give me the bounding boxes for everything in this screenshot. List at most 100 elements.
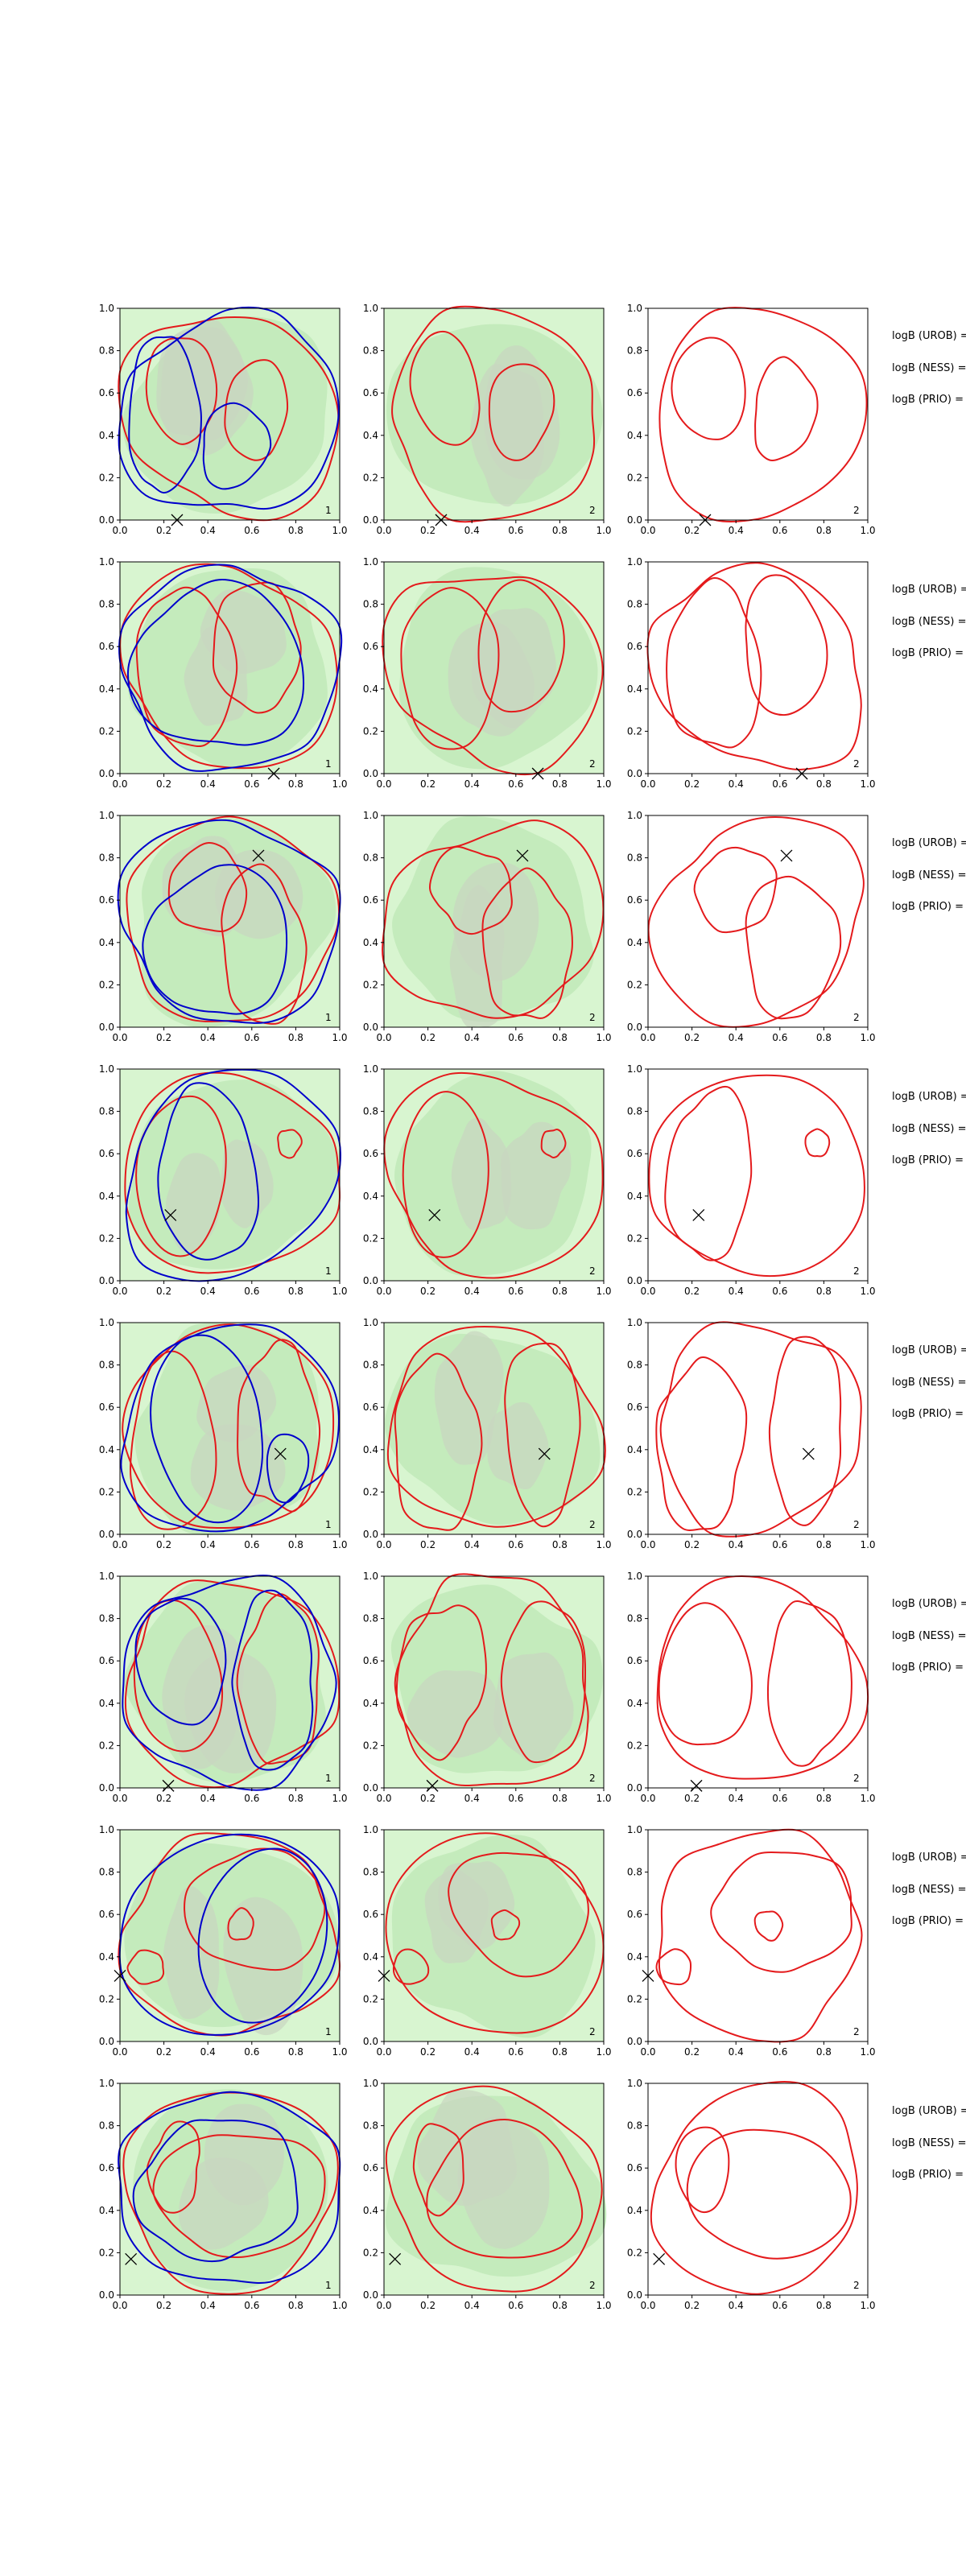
- x-tick-label: 0.0: [640, 1539, 655, 1550]
- y-tick-label: 0.2: [363, 1486, 378, 1497]
- x-tick-label: 0.2: [420, 778, 436, 790]
- x-tick-label: 0.2: [156, 778, 171, 790]
- row-label: logB (PRIO) =: [892, 1662, 964, 1674]
- x-tick-label: 0.2: [156, 2300, 171, 2311]
- panel-r6-c3: 0.00.00.20.20.40.40.60.60.80.81.01.02: [627, 1571, 876, 1804]
- cross-marker: [389, 2252, 402, 2265]
- y-tick-label: 0.4: [99, 1951, 114, 1963]
- red-contour: [754, 356, 819, 461]
- x-tick-label: 0.2: [684, 2300, 700, 2311]
- axes-frame: [383, 1322, 605, 1535]
- y-tick-label: 0.4: [99, 937, 114, 948]
- blue-contour: [231, 1589, 314, 1771]
- red-contour: [804, 1128, 831, 1158]
- x-tick-label: 0.8: [552, 1032, 568, 1043]
- cross-marker: [274, 1447, 287, 1460]
- panel-r2-c1: 0.00.00.20.20.40.40.60.60.80.81.01.01: [99, 556, 348, 790]
- y-tick-label: 0.2: [627, 979, 642, 990]
- x-tick-label: 1.0: [860, 778, 875, 790]
- y-tick-label: 0.6: [627, 387, 642, 398]
- y-tick-label: 0.8: [363, 2120, 378, 2132]
- x-tick-label: 1.0: [596, 2046, 611, 2058]
- x-tick-label: 0.4: [729, 1032, 744, 1043]
- red-contour: [693, 846, 778, 934]
- y-tick-label: 0.2: [627, 472, 642, 483]
- row-label: logB (UROB) =: [892, 2105, 966, 2117]
- axes-frame: [647, 1829, 869, 2042]
- y-tick-label: 1.0: [99, 303, 114, 314]
- axes-frame: [647, 561, 869, 774]
- y-tick-label: 0.0: [363, 2289, 378, 2301]
- x-tick-label: 0.4: [464, 1286, 480, 1297]
- x-tick-label: 0.0: [640, 2300, 655, 2311]
- y-tick-label: 0.0: [363, 768, 378, 779]
- red-contour: [477, 579, 565, 713]
- panel-index-label: 1: [325, 1012, 332, 1023]
- y-tick-label: 1.0: [363, 1571, 378, 1582]
- x-tick-label: 0.2: [420, 525, 436, 536]
- y-tick-label: 0.0: [99, 514, 114, 526]
- y-tick-label: 0.0: [627, 1529, 642, 1540]
- panel-index-label: 2: [589, 1773, 596, 1784]
- y-tick-label: 0.0: [363, 1275, 378, 1286]
- x-tick-label: 0.8: [288, 2300, 303, 2311]
- red-contour: [648, 1074, 865, 1278]
- red-contour: [675, 2126, 730, 2214]
- panel-index-label: 1: [325, 2026, 332, 2037]
- y-tick-label: 0.4: [627, 683, 642, 695]
- x-tick-label: 0.0: [376, 1793, 391, 1804]
- y-tick-label: 0.4: [99, 1444, 114, 1455]
- y-tick-label: 0.0: [99, 768, 114, 779]
- x-tick-label: 0.2: [684, 2046, 700, 2058]
- x-tick-label: 0.8: [816, 778, 832, 790]
- blue-contour: [157, 1082, 259, 1261]
- panel-index-label: 2: [853, 2026, 860, 2037]
- x-tick-label: 0.8: [816, 1539, 832, 1550]
- red-contour: [412, 2123, 464, 2217]
- panel-r5-c3: 0.00.00.20.20.40.40.60.60.80.81.01.02: [627, 1317, 876, 1550]
- red-contour: [126, 815, 341, 1022]
- x-tick-label: 0.6: [508, 2046, 523, 2058]
- x-tick-label: 0.6: [508, 1793, 523, 1804]
- x-tick-label: 0.0: [376, 2046, 391, 2058]
- panel-r1-c3: 0.00.00.20.20.40.40.60.60.80.81.01.02: [627, 303, 876, 536]
- y-tick-label: 0.0: [627, 2289, 642, 2301]
- y-tick-label: 0.2: [99, 725, 114, 737]
- red-contour: [655, 1356, 748, 1531]
- x-tick-label: 0.4: [464, 1539, 480, 1550]
- blue-contour: [122, 1575, 337, 1791]
- x-tick-label: 0.6: [772, 1793, 787, 1804]
- x-tick-label: 0.8: [288, 1286, 303, 1297]
- red-contour: [656, 1575, 869, 1780]
- panel-index-label: 1: [325, 1773, 332, 1784]
- red-contour: [133, 1599, 223, 1752]
- panel-index-label: 1: [325, 505, 332, 516]
- x-tick-label: 0.8: [816, 1032, 832, 1043]
- panel-r8-c1: 0.00.00.20.20.40.40.60.60.80.81.01.01: [99, 2078, 348, 2311]
- plot-area: [648, 815, 868, 1027]
- x-tick-label: 0.0: [112, 778, 127, 790]
- fill-region: [165, 1153, 222, 1253]
- y-tick-label: 1.0: [363, 2078, 378, 2089]
- red-contour: [400, 587, 500, 750]
- axes-frame: [647, 1068, 869, 1282]
- x-tick-label: 1.0: [860, 1286, 875, 1297]
- cross-marker: [516, 849, 529, 862]
- axes-frame: [119, 1829, 341, 2042]
- row-label: logB (PRIO) =: [892, 1154, 964, 1166]
- fill-region: [178, 2157, 269, 2250]
- y-tick-label: 0.6: [99, 1655, 114, 1666]
- y-tick-label: 0.2: [99, 472, 114, 483]
- red-contour: [671, 336, 746, 440]
- y-tick-label: 0.6: [363, 1655, 378, 1666]
- y-tick-label: 0.6: [627, 2162, 642, 2174]
- row-label: logB (NESS) =: [892, 1630, 966, 1642]
- fill-region: [417, 2090, 518, 2207]
- x-tick-label: 0.2: [684, 1032, 700, 1043]
- x-tick-label: 0.4: [200, 525, 216, 536]
- x-tick-label: 0.4: [200, 2046, 216, 2058]
- red-contour: [481, 867, 573, 1019]
- x-tick-label: 0.0: [640, 1793, 655, 1804]
- axes-frame: [647, 815, 869, 1028]
